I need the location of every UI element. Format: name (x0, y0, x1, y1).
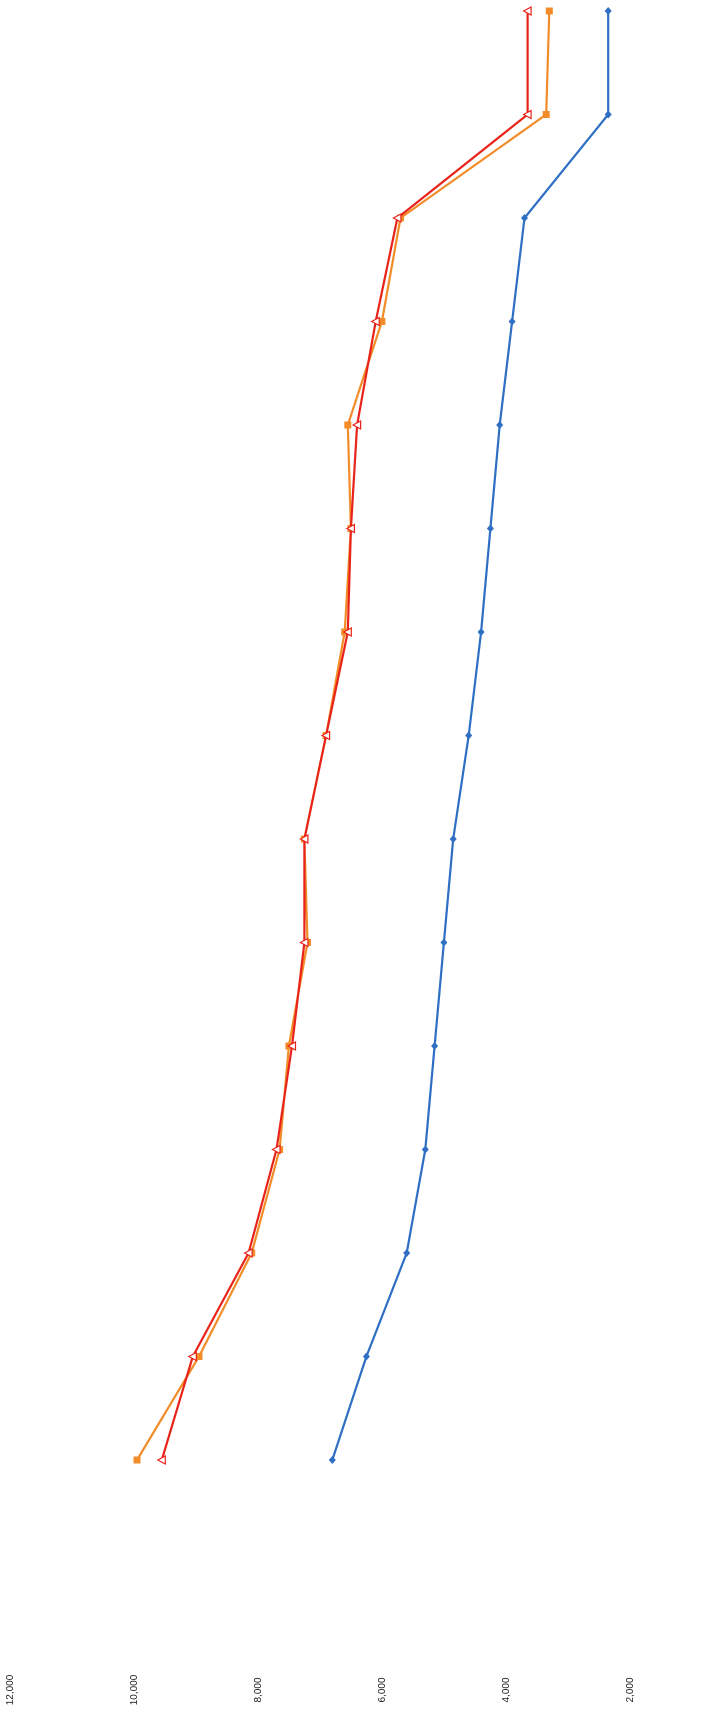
data-point (521, 214, 528, 222)
data-point (431, 1042, 439, 1050)
data-point (362, 1352, 370, 1361)
y-tick-label: 10,000 (129, 1674, 140, 1705)
data-point (299, 937, 309, 948)
data-point (496, 421, 504, 429)
data-point (508, 317, 516, 326)
data-point (449, 835, 457, 843)
data-point (320, 730, 331, 741)
y-tick-label: 12,000 (5, 1674, 16, 1705)
data-point (299, 834, 309, 844)
data-point (286, 1041, 297, 1051)
data-point (522, 6, 532, 16)
data-point (440, 938, 448, 947)
y-axis-tick-labels: 2,000 4,000 6,000 8,000 10,000 12,000 (5, 1674, 636, 1705)
data-point (465, 731, 473, 740)
data-point (403, 1249, 411, 1257)
data-point (345, 523, 355, 534)
series-2 (156, 6, 532, 1465)
data-point (378, 318, 386, 325)
y-tick-label: 2,000 (625, 1677, 636, 1702)
data-point (271, 1144, 281, 1155)
data-point (195, 1353, 203, 1360)
y-tick-label: 6,000 (377, 1677, 388, 1702)
y-tick-label: 4,000 (501, 1677, 512, 1702)
data-point (370, 316, 380, 327)
series-line (160, 11, 529, 1461)
data-point (604, 7, 612, 15)
data-point (344, 421, 352, 429)
data-point (604, 110, 612, 119)
data-point (187, 1351, 197, 1362)
data-point (522, 109, 532, 120)
data-point (156, 1455, 166, 1465)
plot-area (133, 6, 612, 1465)
series-1 (133, 7, 553, 1464)
data-point (542, 111, 550, 118)
data-point (328, 1456, 336, 1464)
data-point (133, 1456, 141, 1464)
data-point (545, 7, 553, 15)
y-tick-label: 8,000 (253, 1677, 264, 1702)
series-line (136, 10, 551, 1461)
data-point (421, 1145, 429, 1154)
data-point (392, 213, 402, 223)
data-point (477, 628, 485, 636)
data-point (342, 627, 352, 637)
series-3 (328, 7, 612, 1464)
data-point (243, 1248, 253, 1258)
data-point (351, 420, 362, 430)
data-point (486, 524, 494, 533)
